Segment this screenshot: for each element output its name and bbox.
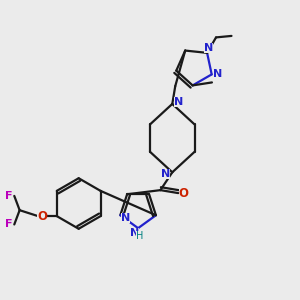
Text: O: O [178,187,189,200]
Text: N: N [213,69,222,80]
Text: O: O [37,210,47,223]
Text: N: N [130,228,139,238]
Text: N: N [121,213,130,223]
Text: H: H [136,232,144,242]
Text: F: F [5,220,13,230]
Text: F: F [5,191,13,201]
Text: N: N [174,98,184,107]
Text: N: N [204,43,213,52]
Text: N: N [161,169,170,179]
